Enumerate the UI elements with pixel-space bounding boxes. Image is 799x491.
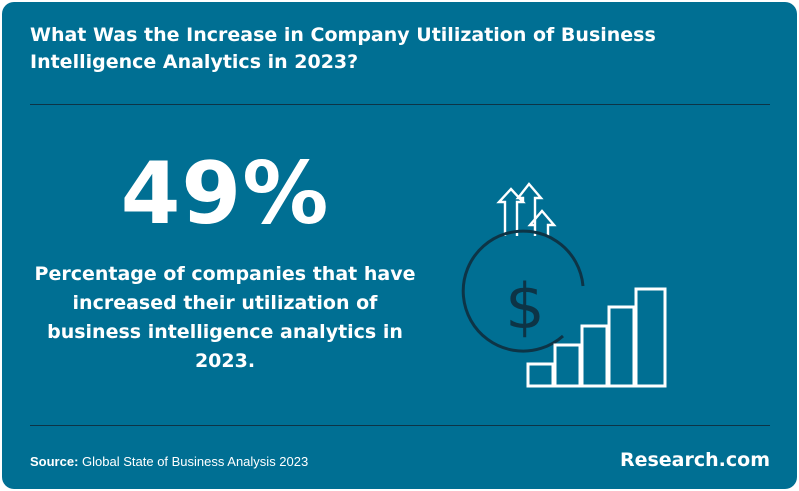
page-title: What Was the Increase in Company Utiliza… [30,24,656,73]
source-text: Global State of Business Analysis 2023 [82,454,309,469]
stat-value: 49% [120,144,330,244]
dollar-coin-icon: $ [461,229,585,353]
source-label: Source: [30,454,79,469]
growth-illustration: $ [461,182,667,388]
divider-bottom [30,425,770,426]
svg-text:$: $ [505,270,544,343]
rising-bars-icon [526,287,667,388]
source-citation: Source: Global State of Business Analysi… [30,453,308,471]
divider-top [30,104,770,105]
up-arrows-icon [496,182,557,236]
stat-description: Percentage of companies that have increa… [34,263,416,372]
brand-logo: Research.com [619,449,770,471]
